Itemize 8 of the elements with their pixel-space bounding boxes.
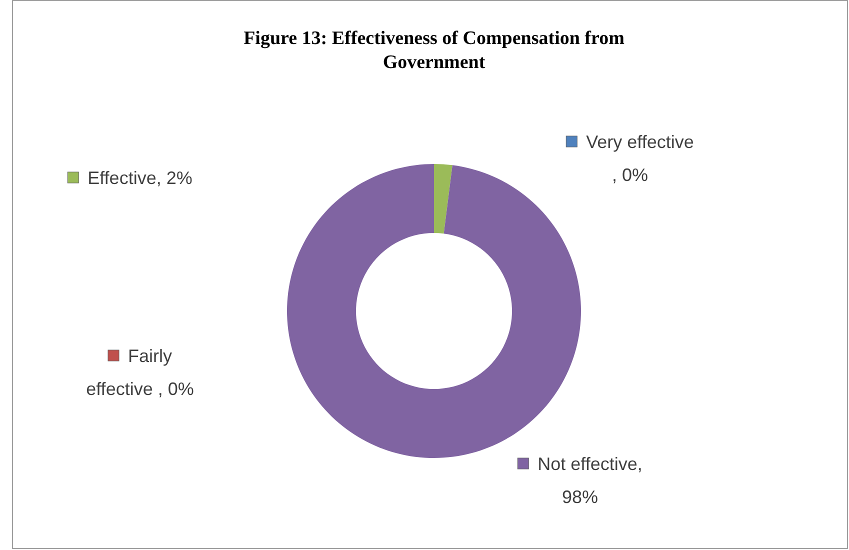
chart-title: Figure 13: Effectiveness of Compensation from Government [244,28,625,73]
legend-label: Fairly effective , 0% [86,346,194,399]
legend-label: Very effective [586,132,694,152]
legend-label: Effective, 2% [88,168,192,188]
legend-label: Not effective, 98% [538,454,642,507]
donut-slice [287,164,581,458]
text: , 0% [612,165,648,185]
donut-slice [434,164,452,234]
